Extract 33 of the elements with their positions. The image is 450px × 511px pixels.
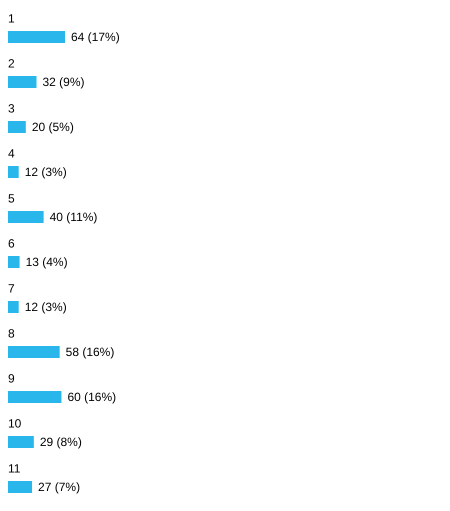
- data-label: 40 (11%): [50, 210, 98, 224]
- bar: [8, 121, 26, 133]
- data-label: 13 (4%): [26, 255, 68, 269]
- y-tick-label: 4: [8, 146, 15, 160]
- bar: [8, 301, 19, 313]
- bar: [8, 166, 19, 178]
- data-label: 12 (3%): [24, 300, 67, 314]
- bar: [8, 211, 44, 223]
- data-label: 27 (7%): [38, 480, 80, 494]
- bar: [8, 481, 32, 493]
- data-label: 60 (16%): [67, 390, 116, 404]
- data-label: 64 (17%): [71, 30, 120, 44]
- y-tick-label: 8: [8, 326, 15, 340]
- y-tick-label: 11: [8, 462, 21, 476]
- y-tick-label: 7: [8, 282, 15, 296]
- y-tick-label: 5: [8, 192, 15, 206]
- y-tick-label: 3: [8, 102, 15, 116]
- y-tick-label: 1: [8, 12, 15, 26]
- bar: [8, 256, 20, 268]
- data-label: 29 (8%): [40, 435, 82, 449]
- bar: [8, 346, 60, 358]
- y-tick-label: 10: [8, 416, 22, 430]
- bar: [8, 76, 36, 88]
- data-label: 20 (5%): [32, 120, 74, 134]
- bar: [8, 31, 65, 43]
- y-tick-label: 2: [8, 56, 15, 70]
- bar: [8, 391, 62, 403]
- data-label: 58 (16%): [66, 345, 114, 359]
- y-tick-label: 6: [8, 236, 15, 250]
- bar: [8, 436, 34, 448]
- data-label: 12 (3%): [24, 165, 67, 179]
- data-label: 32 (9%): [42, 75, 85, 89]
- y-tick-label: 9: [8, 372, 15, 386]
